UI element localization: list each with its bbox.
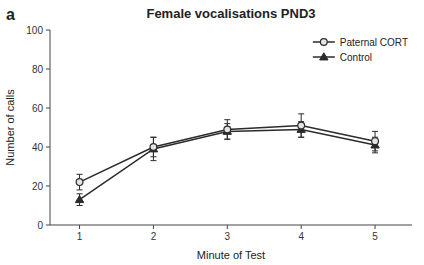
point	[372, 138, 379, 145]
series-line	[80, 129, 376, 199]
axes: 1 2 3 4 5 0 20 40 60 80 100	[26, 25, 412, 243]
chart-svg: Female vocalisations PND3 a 1 2 3 4 5 0 20 40 60 80…	[0, 0, 424, 265]
error-bar	[150, 137, 156, 157]
error-bar-cap	[372, 150, 378, 151]
error-bar-cap	[150, 156, 156, 157]
y-axis-line	[50, 30, 51, 225]
y-axis-label: Number of calls	[4, 89, 16, 166]
error-bar-cap	[77, 193, 83, 194]
x-tick-label: 5	[372, 231, 378, 242]
error-bar	[372, 131, 378, 151]
error-bar-cap	[77, 189, 83, 190]
x-tick-label: 2	[151, 231, 157, 242]
error-bar	[298, 114, 304, 137]
x-axis-label: Minute of Test	[197, 249, 265, 261]
error-bar-cap	[298, 137, 304, 138]
x-tick	[153, 225, 154, 229]
x-tick-label: 1	[77, 231, 83, 242]
plot-area	[75, 114, 379, 206]
error-bar	[150, 137, 156, 160]
chart-container: Female vocalisations PND3 a 1 2 3 4 5 0 20 40 60 80…	[0, 0, 424, 265]
error-bar-cap	[372, 131, 378, 132]
error-bar-cap	[77, 174, 83, 175]
error-bar-cap	[298, 113, 304, 114]
point	[150, 144, 157, 151]
error-bar-cap	[150, 137, 156, 138]
y-tick-label: 0	[37, 220, 43, 231]
legend: Paternal CORT Control	[313, 37, 408, 63]
series	[76, 114, 378, 190]
x-tick	[79, 225, 80, 229]
legend-swatch-marker	[320, 39, 327, 46]
error-bar-cap	[77, 205, 83, 206]
y-tick	[46, 186, 50, 187]
y-tick-label: 20	[32, 181, 44, 192]
x-tick	[375, 225, 376, 229]
point	[75, 195, 83, 202]
title: Female vocalisations PND3	[146, 6, 315, 21]
error-bar-cap	[224, 119, 230, 120]
annotation: a	[6, 6, 15, 23]
y-tick	[46, 147, 50, 148]
y-tick-label: 60	[32, 103, 44, 114]
y-tick-label: 80	[32, 64, 44, 75]
y-tick-label: 40	[32, 142, 44, 153]
error-bar	[224, 120, 230, 140]
legend-swatch-marker	[320, 53, 328, 60]
x-tick-label: 3	[225, 231, 231, 242]
point	[76, 179, 83, 186]
x-tick	[301, 225, 302, 229]
y-tick	[46, 69, 50, 70]
x-axis-line	[50, 225, 412, 226]
error-bar-cap	[150, 160, 156, 161]
point	[224, 126, 231, 133]
legend-label: Paternal CORT	[340, 37, 408, 48]
x-tick	[227, 225, 228, 229]
error-bar-cap	[298, 137, 304, 138]
y-tick	[46, 30, 50, 31]
point	[298, 122, 305, 129]
y-tick	[46, 225, 50, 226]
x-tick-label: 4	[298, 231, 304, 242]
error-bar	[77, 174, 83, 190]
error-bar-cap	[150, 137, 156, 138]
error-bar-cap	[372, 152, 378, 153]
y-tick	[46, 108, 50, 109]
error-bar-cap	[224, 139, 230, 140]
legend-label: Control	[340, 52, 372, 63]
y-tick-label: 100	[26, 25, 43, 36]
error-bar-cap	[224, 139, 230, 140]
